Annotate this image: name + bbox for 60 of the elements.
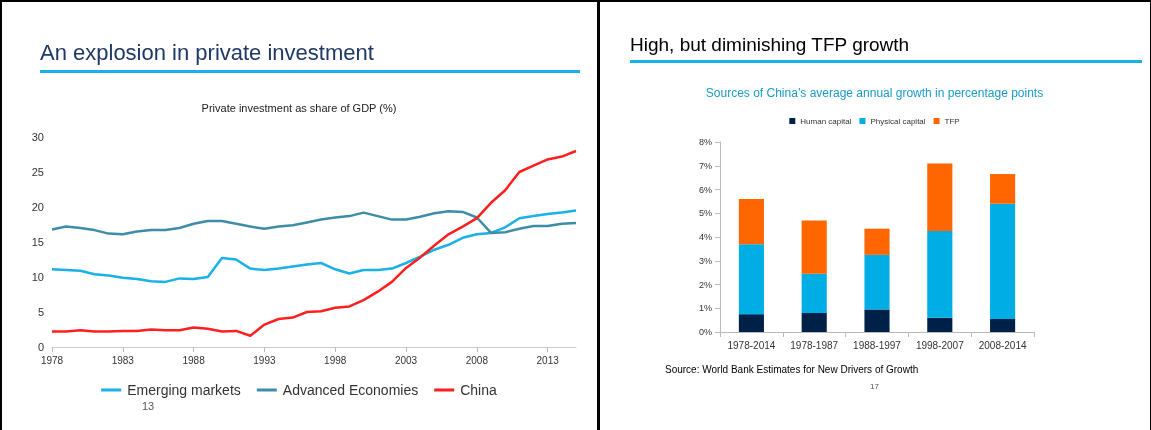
y-tick-label: 0% <box>698 327 712 337</box>
y-tick-label: 4% <box>698 232 712 242</box>
bar <box>990 174 1016 204</box>
x-tick-label: 1993 <box>253 354 276 366</box>
legend-label: China <box>460 382 498 398</box>
line-series <box>50 149 578 338</box>
y-tick-label: 5 <box>37 306 44 318</box>
x-tick-label: 1998-2007 <box>915 339 965 351</box>
chart-subtitle: Sources of China’s average annual growth in percentage points <box>705 86 1044 100</box>
x-tick-label: 2013 <box>536 354 560 366</box>
x-tick-label: 1983 <box>111 354 135 366</box>
y-tick-label: 15 <box>31 236 44 248</box>
bar <box>927 317 953 332</box>
y-tick-label: 2% <box>698 279 712 290</box>
legend-label: Emerging markets <box>127 382 241 398</box>
x-tick-label: 2003 <box>394 354 418 366</box>
bar <box>990 203 1016 319</box>
y-tick-label: 10 <box>31 271 44 283</box>
line-series <box>50 209 578 236</box>
y-tick-label: 6% <box>698 184 712 195</box>
bar <box>738 314 764 332</box>
y-tick-label: 7% <box>698 160 712 171</box>
bar <box>801 313 827 332</box>
x-tick-label: 1988-1997 <box>853 339 902 351</box>
x-tick-label: 2008 <box>465 354 489 366</box>
y-tick-label: 1% <box>698 303 712 314</box>
bar <box>801 220 827 274</box>
legend-label: Human capital <box>800 116 852 126</box>
bar <box>738 244 764 315</box>
y-tick-label: 8% <box>698 137 712 147</box>
x-tick-label: 1978-2014 <box>727 339 776 351</box>
y-tick-label: 0 <box>37 341 44 353</box>
y-tick-label: 3% <box>698 255 712 266</box>
chart-title: High, but diminishing TFP growth <box>630 34 1142 63</box>
legend-label: Advanced Economies <box>282 382 419 398</box>
source-note: Source: World Bank Estimates for New Drivers of Growth <box>665 364 919 375</box>
bar <box>738 199 764 245</box>
legend-label: Physical capital <box>870 116 926 126</box>
y-tick-label: 30 <box>31 131 44 143</box>
text: 13 <box>142 400 155 412</box>
x-tick-label: 2008-2014 <box>978 339 1027 351</box>
x-tick-label: 1988 <box>182 354 206 366</box>
line-series <box>50 209 578 284</box>
bar <box>864 309 890 332</box>
x-tick-label: 1998 <box>324 354 347 366</box>
bar <box>990 318 1016 332</box>
x-tick-label: 1978 <box>40 354 64 366</box>
chart-subtitle: Private investment as share of GDP (%) <box>201 101 397 114</box>
y-tick-label: 25 <box>31 166 44 178</box>
y-tick-label: 20 <box>31 201 44 213</box>
y-tick-label: 5% <box>698 208 712 219</box>
bar <box>927 163 953 232</box>
bar <box>864 228 890 255</box>
bar <box>864 254 890 310</box>
x-tick-label: 1978-1987 <box>790 339 839 351</box>
bar <box>927 231 953 318</box>
legend-label: TFP <box>944 116 960 126</box>
text: 17 <box>870 382 879 391</box>
chart-title: An explosion in private investment <box>40 40 580 73</box>
bar <box>801 273 827 313</box>
